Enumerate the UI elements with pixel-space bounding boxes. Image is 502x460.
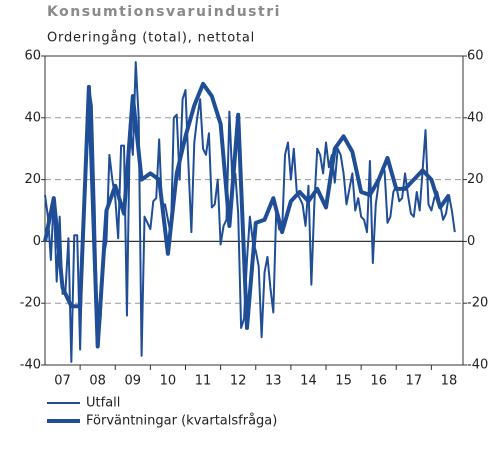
plot-frame (44, 55, 464, 366)
series-line (43, 81, 451, 349)
x-tick-label: 08 (89, 374, 106, 389)
x-tick-label: 07 (54, 374, 71, 389)
x-tick-label: 15 (335, 374, 352, 389)
y-tick-label: -40 (20, 358, 41, 373)
x-tick-label: 14 (300, 374, 317, 389)
y-tick-label: 20 (24, 172, 41, 187)
x-tick-label: 11 (195, 374, 212, 389)
y2-tick-label: -40 (467, 358, 488, 373)
y-tick-label: 0 (33, 234, 41, 249)
x-tick-label: 12 (230, 374, 247, 389)
legend-label: Utfall (86, 396, 120, 411)
chart-title: Konsumtionsvaruindustri (47, 4, 281, 20)
x-tick-label: 17 (406, 374, 423, 389)
y2-tick-label: 0 (467, 234, 475, 249)
y2-tick-label: -20 (467, 296, 488, 311)
y-tick-label: 60 (24, 49, 41, 64)
x-tick-label: 10 (160, 374, 177, 389)
y2-tick-label: 20 (467, 172, 484, 187)
y2-tick-label: 60 (467, 49, 484, 64)
y-tick-label: 40 (24, 110, 41, 125)
x-tick-label: 13 (265, 374, 282, 389)
x-tick-label: 18 (441, 374, 458, 389)
legend-label: Förväntningar (kvartalsfråga) (86, 414, 277, 429)
chart-subtitle: Orderingång (total), nettotal (47, 31, 255, 46)
y-tick-label: -20 (20, 296, 41, 311)
x-tick-label: 09 (125, 374, 142, 389)
x-tick-label: 16 (370, 374, 387, 389)
y2-tick-label: 40 (467, 110, 484, 125)
